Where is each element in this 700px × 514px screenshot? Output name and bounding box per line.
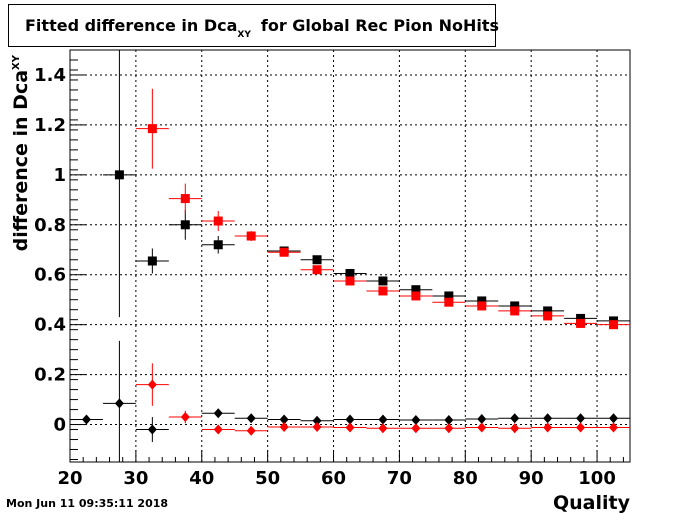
x-tick-label: 70 — [387, 468, 412, 489]
square-marker — [378, 276, 388, 286]
axis-ticks: 20 30 40 50 60 70 80 90 100 0 0.2 0.4 0.6 0.8 1 1.2 1.4 — [34, 59, 624, 489]
square-marker — [444, 297, 454, 307]
diamond-marker — [81, 414, 91, 425]
series-0 — [102, 50, 630, 326]
title-subscript: XY — [237, 30, 251, 40]
x-tick-label: 20 — [57, 468, 82, 489]
square-marker — [411, 291, 421, 301]
square-marker — [609, 320, 619, 330]
diamond-marker — [345, 422, 355, 433]
square-marker — [576, 313, 586, 323]
diamond-marker — [345, 414, 355, 425]
square-marker — [345, 268, 355, 278]
diamond-marker — [246, 425, 256, 436]
diamond-marker — [213, 408, 223, 419]
diamond-marker — [180, 412, 190, 423]
diamond-marker — [543, 422, 553, 433]
y-tick-label: 1.4 — [34, 65, 66, 86]
x-tick-label: 40 — [189, 468, 214, 489]
series-3 — [135, 363, 630, 436]
diamond-marker — [147, 379, 157, 390]
diamond-marker — [312, 415, 322, 426]
square-marker — [543, 306, 553, 316]
title-prefix: Fitted difference in Dca — [25, 16, 238, 35]
x-tick-label: 90 — [519, 468, 544, 489]
y-tick-label: 0.4 — [34, 315, 66, 336]
x-tick-label: 60 — [321, 468, 346, 489]
diamond-marker — [477, 422, 487, 433]
timestamp-footer: Mon Jun 11 09:35:11 2018 — [6, 497, 169, 510]
y-tick-label: 0 — [53, 415, 66, 436]
y-tick-label: 1.2 — [34, 115, 66, 136]
square-marker — [147, 256, 157, 266]
diamond-marker — [609, 422, 619, 433]
square-marker — [312, 255, 322, 265]
square-marker — [477, 296, 487, 306]
diamond-marker — [378, 414, 388, 425]
diamond-marker — [477, 414, 487, 425]
square-marker — [147, 124, 157, 134]
diamond-marker — [609, 413, 619, 424]
y-tick-label: 0.2 — [34, 365, 66, 386]
x-axis-title: Quality — [553, 492, 631, 514]
title-box: Fitted difference in DcaXY for Global Rec… — [8, 4, 499, 47]
square-marker — [213, 240, 223, 250]
series-2 — [70, 340, 630, 462]
square-marker — [378, 286, 388, 296]
diamond-marker — [114, 398, 124, 409]
x-tick-label: 30 — [123, 468, 148, 489]
x-tick-label: 100 — [578, 468, 616, 489]
square-marker — [477, 301, 487, 311]
diamond-marker — [213, 424, 223, 435]
diamond-marker — [510, 413, 520, 424]
diamond-marker — [576, 413, 586, 424]
y-tick-label: 1 — [53, 165, 66, 186]
chart-title: Fitted difference in DcaXY for Global Rec… — [25, 16, 499, 40]
diamond-marker — [543, 413, 553, 424]
square-marker — [114, 170, 124, 180]
square-marker — [411, 285, 421, 295]
diamond-marker — [147, 424, 157, 435]
y-tick-label: 0.8 — [34, 215, 66, 236]
square-marker — [213, 216, 223, 226]
diamond-marker — [510, 423, 520, 434]
square-marker — [312, 265, 322, 275]
diamond-marker — [444, 423, 454, 434]
square-marker — [543, 311, 553, 321]
data-marks — [70, 50, 630, 462]
grid-lines — [70, 50, 630, 462]
diamond-marker — [279, 422, 289, 433]
y-axis-title-main: difference in Dca — [10, 70, 32, 251]
square-marker — [180, 220, 190, 230]
square-marker — [510, 306, 520, 316]
square-marker — [246, 231, 256, 241]
diamond-marker — [444, 415, 454, 426]
diamond-marker — [279, 414, 289, 425]
square-marker — [576, 318, 586, 328]
y-axis-title: difference in DcaXY — [10, 54, 32, 251]
diamond-marker — [411, 423, 421, 434]
x-tick-label: 80 — [453, 468, 478, 489]
diamond-marker — [378, 423, 388, 434]
square-marker — [444, 291, 454, 301]
diamond-marker — [411, 415, 421, 426]
series-1 — [135, 88, 630, 330]
y-tick-label: 0.6 — [34, 265, 66, 286]
x-tick-label: 50 — [255, 468, 280, 489]
plot-frame — [69, 49, 631, 463]
diamond-marker — [576, 422, 586, 433]
square-marker — [345, 276, 355, 286]
square-marker — [180, 194, 190, 204]
title-suffix: for Global Rec Pion NoHits — [260, 16, 500, 35]
square-marker — [279, 247, 289, 257]
y-axis-title-subscript: XY — [11, 54, 22, 70]
diamond-marker — [312, 422, 322, 433]
diamond-marker — [246, 413, 256, 424]
square-marker — [510, 301, 520, 311]
